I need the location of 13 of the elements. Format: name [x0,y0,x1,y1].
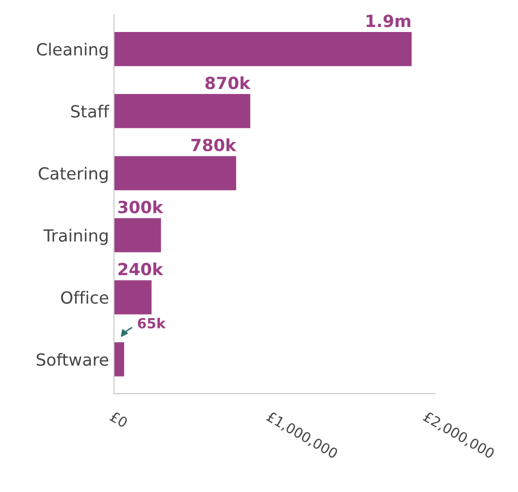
y-tick-label: Office [61,290,108,304]
data-label: 1.9m [366,14,410,28]
x-tick-label: £0 [109,410,128,428]
y-tick-label: Software [36,352,108,366]
data-label: 300k [118,200,164,214]
y-tick-label: Staff [71,104,110,118]
data-label: 870k [205,76,251,90]
y-tick-label: Catering [38,166,108,183]
y-tick-label: Training [43,228,108,246]
y-tick-label: Cleaning [36,42,108,59]
data-label: 240k [118,262,164,276]
data-label: 780k [191,138,236,152]
data-label: 65k [138,318,166,328]
